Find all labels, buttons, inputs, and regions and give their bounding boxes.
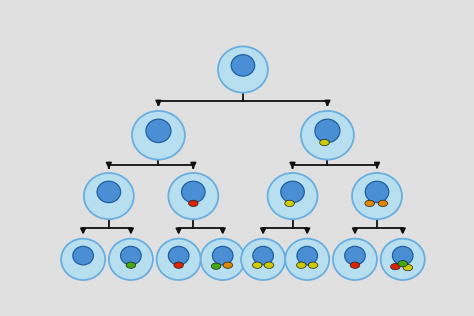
Ellipse shape — [391, 264, 400, 270]
Ellipse shape — [264, 262, 274, 268]
Ellipse shape — [378, 200, 388, 207]
Ellipse shape — [297, 246, 318, 265]
Ellipse shape — [285, 200, 294, 207]
Ellipse shape — [97, 181, 120, 203]
Ellipse shape — [285, 239, 329, 280]
Ellipse shape — [345, 246, 365, 265]
Ellipse shape — [126, 262, 136, 268]
Ellipse shape — [253, 246, 273, 265]
Ellipse shape — [218, 46, 268, 93]
Ellipse shape — [301, 111, 354, 160]
Ellipse shape — [281, 181, 304, 203]
Ellipse shape — [189, 200, 198, 207]
Ellipse shape — [120, 246, 141, 265]
Ellipse shape — [253, 262, 262, 268]
Ellipse shape — [392, 246, 413, 265]
Ellipse shape — [319, 139, 329, 146]
Ellipse shape — [156, 239, 201, 280]
Ellipse shape — [109, 239, 153, 280]
Ellipse shape — [201, 239, 245, 280]
Ellipse shape — [211, 263, 221, 269]
Ellipse shape — [168, 173, 219, 219]
Ellipse shape — [333, 239, 377, 280]
Ellipse shape — [315, 119, 340, 143]
Ellipse shape — [231, 55, 255, 76]
Ellipse shape — [241, 239, 285, 280]
Ellipse shape — [84, 173, 134, 219]
Ellipse shape — [223, 262, 233, 268]
Ellipse shape — [174, 262, 183, 268]
Ellipse shape — [352, 173, 402, 219]
Ellipse shape — [267, 173, 318, 219]
Ellipse shape — [146, 119, 171, 143]
Ellipse shape — [365, 181, 389, 203]
Ellipse shape — [403, 264, 413, 271]
Ellipse shape — [297, 262, 306, 268]
Ellipse shape — [212, 246, 233, 265]
Ellipse shape — [132, 111, 185, 160]
Ellipse shape — [61, 239, 105, 280]
Ellipse shape — [350, 262, 360, 268]
Ellipse shape — [308, 262, 318, 268]
Ellipse shape — [73, 246, 93, 265]
Ellipse shape — [365, 200, 374, 207]
Ellipse shape — [168, 246, 189, 265]
Ellipse shape — [182, 181, 205, 203]
Ellipse shape — [381, 239, 425, 280]
Ellipse shape — [398, 261, 408, 267]
